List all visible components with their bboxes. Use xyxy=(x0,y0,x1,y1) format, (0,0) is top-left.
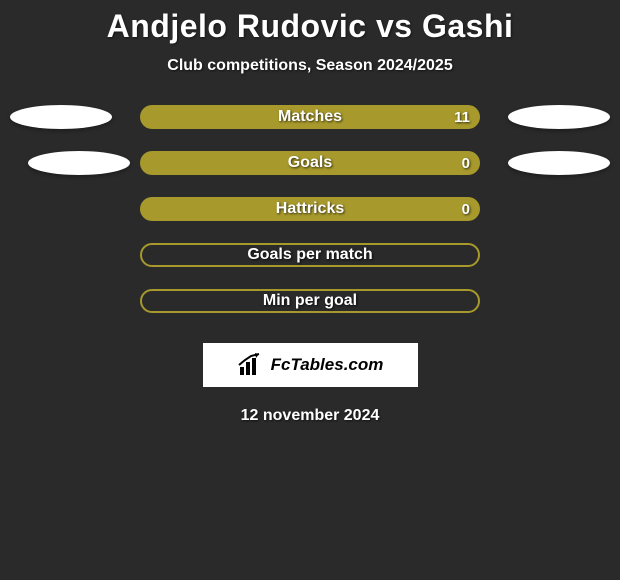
brand-text: FcTables.com xyxy=(271,355,384,375)
stat-row-min-per-goal: Min per goal xyxy=(0,289,620,313)
stat-row-hattricks: Hattricks 0 xyxy=(0,197,620,221)
stat-label: Matches xyxy=(278,108,342,126)
stat-label: Hattricks xyxy=(276,200,344,218)
left-marker xyxy=(10,105,112,129)
stat-row-goals: Goals 0 xyxy=(0,151,620,175)
stat-bar: Hattricks 0 xyxy=(140,197,480,221)
right-marker xyxy=(508,105,610,129)
stat-rows: Matches 11 Goals 0 Hattricks 0 Goals per… xyxy=(0,105,620,313)
brand-logo: FcTables.com xyxy=(203,343,418,387)
left-marker xyxy=(28,151,130,175)
stat-value: 0 xyxy=(462,155,470,172)
subtitle: Club competitions, Season 2024/2025 xyxy=(0,57,620,75)
stat-value: 11 xyxy=(454,109,470,126)
stat-bar: Matches 11 xyxy=(140,105,480,129)
page-title: Andjelo Rudovic vs Gashi xyxy=(0,8,620,45)
stat-row-goals-per-match: Goals per match xyxy=(0,243,620,267)
stat-bar: Goals per match xyxy=(140,243,480,267)
stat-row-matches: Matches 11 xyxy=(0,105,620,129)
stat-bar: Min per goal xyxy=(140,289,480,313)
stat-label: Goals xyxy=(288,154,332,172)
right-marker xyxy=(508,151,610,175)
stat-label: Goals per match xyxy=(247,246,372,264)
stat-value: 0 xyxy=(462,201,470,218)
stat-bar: Goals 0 xyxy=(140,151,480,175)
stat-label: Min per goal xyxy=(263,292,357,310)
chart-icon xyxy=(237,353,265,377)
comparison-container: Andjelo Rudovic vs Gashi Club competitio… xyxy=(0,0,620,425)
date-label: 12 november 2024 xyxy=(0,407,620,425)
